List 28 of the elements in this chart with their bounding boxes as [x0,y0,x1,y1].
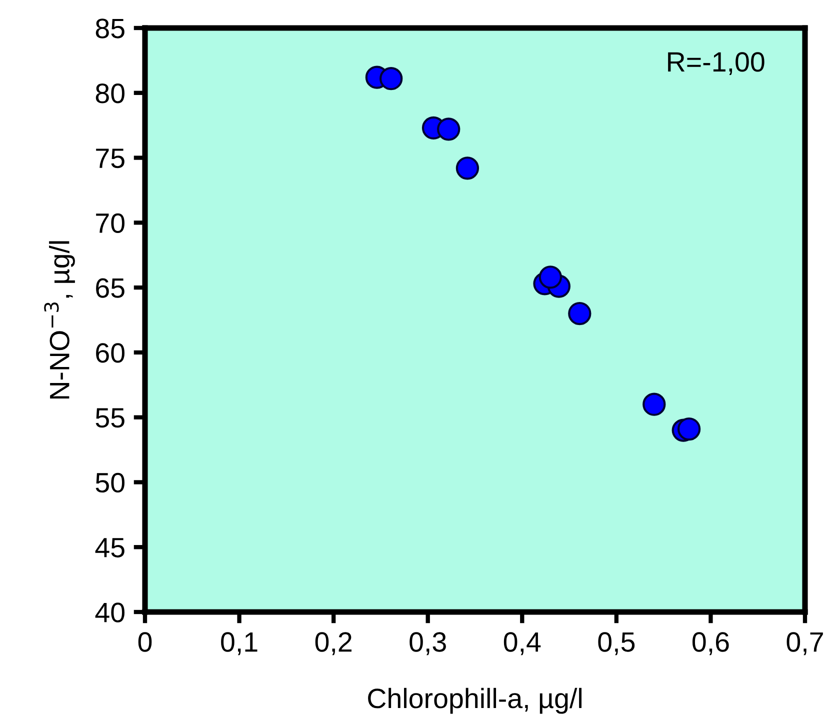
x-tick-label: 0,3 [410,632,446,656]
point [642,392,666,416]
y-tick-label: 70 [96,213,124,234]
point [677,417,701,441]
x-axis-title: Chlorophill-a, µg/l [368,688,582,714]
y-tick-label: 65 [96,278,124,298]
y-tick-label: 45 [95,538,124,558]
point [437,118,460,141]
y-axis-title: N-NO$^{−3}$, µg/l [44,241,75,399]
y-tick-label: 55 [96,408,124,428]
x-tick-label: 0,1 [221,632,258,656]
y-tick-label: 75 [96,148,124,168]
point [380,67,403,90]
x-tick-label: 0,7 [786,632,823,656]
x-tick-label: 0,2 [315,632,352,656]
y-tick-label: 80 [96,84,124,104]
x-tick-label: 0 [138,632,152,652]
y-tick-label: 50 [96,472,124,493]
y-tick-label: 85 [96,18,124,38]
annotation: R=-1,00 [668,52,764,76]
y-tick-label: 60 [96,343,124,363]
point [568,302,592,326]
point [456,156,480,180]
x-tick-label: 0,4 [504,632,541,656]
y-tick-label: 40 [95,602,124,622]
x-tick-label: 0,6 [692,632,729,656]
x-tick-label: 0,5 [598,632,635,656]
point [538,266,562,289]
